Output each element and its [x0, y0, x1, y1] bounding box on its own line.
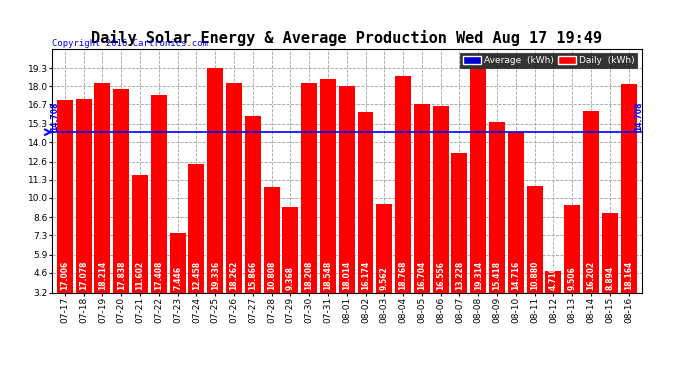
Text: 10.808: 10.808: [267, 261, 276, 290]
Text: 4.710: 4.710: [549, 266, 558, 290]
Bar: [57, 100, 73, 337]
Bar: [301, 84, 317, 337]
Bar: [564, 205, 580, 337]
Text: 15.418: 15.418: [493, 261, 502, 290]
Text: 9.506: 9.506: [568, 267, 577, 290]
Bar: [583, 111, 599, 337]
Bar: [545, 272, 562, 337]
Bar: [376, 204, 393, 337]
Text: 18.262: 18.262: [230, 261, 239, 290]
Bar: [433, 106, 448, 337]
Text: 17.408: 17.408: [155, 261, 164, 290]
Bar: [320, 79, 336, 337]
Bar: [76, 99, 92, 337]
Bar: [282, 207, 298, 337]
Text: 12.458: 12.458: [192, 261, 201, 290]
Text: 9.368: 9.368: [286, 266, 295, 290]
Text: 13.228: 13.228: [455, 261, 464, 290]
Bar: [471, 68, 486, 337]
Bar: [395, 76, 411, 337]
Bar: [226, 83, 242, 337]
Bar: [451, 153, 467, 337]
Text: 17.078: 17.078: [79, 261, 88, 290]
Text: 17.838: 17.838: [117, 261, 126, 290]
Text: 19.314: 19.314: [474, 261, 483, 290]
Text: 17.006: 17.006: [61, 261, 70, 290]
Text: 18.768: 18.768: [399, 261, 408, 290]
Text: Copyright 2016 Cartronics.com: Copyright 2016 Cartronics.com: [52, 39, 208, 48]
Bar: [132, 176, 148, 337]
Text: 19.336: 19.336: [210, 261, 219, 290]
Text: 7.446: 7.446: [173, 266, 182, 290]
Text: 16.202: 16.202: [586, 261, 595, 290]
Bar: [339, 86, 355, 337]
Bar: [489, 122, 505, 337]
Bar: [414, 104, 430, 337]
Bar: [620, 84, 637, 337]
Bar: [602, 213, 618, 337]
Legend: Average  (kWh), Daily  (kWh): Average (kWh), Daily (kWh): [460, 53, 637, 68]
Text: 18.164: 18.164: [624, 261, 633, 290]
Text: 18.014: 18.014: [342, 261, 351, 290]
Text: 16.556: 16.556: [436, 261, 445, 290]
Text: 18.548: 18.548: [324, 261, 333, 290]
Text: 10.880: 10.880: [530, 261, 539, 290]
Text: 16.174: 16.174: [361, 261, 370, 290]
Text: 9.562: 9.562: [380, 267, 388, 290]
Title: Daily Solar Energy & Average Production Wed Aug 17 19:49: Daily Solar Energy & Average Production …: [91, 30, 602, 46]
Text: 8.894: 8.894: [605, 266, 614, 290]
Bar: [526, 186, 542, 337]
Bar: [207, 68, 223, 337]
Bar: [113, 88, 129, 337]
Bar: [245, 116, 261, 337]
Text: 11.602: 11.602: [135, 261, 144, 290]
Bar: [95, 83, 110, 337]
Bar: [151, 94, 167, 337]
Bar: [170, 233, 186, 337]
Text: 18.208: 18.208: [305, 261, 314, 290]
Bar: [508, 132, 524, 337]
Text: 14.716: 14.716: [511, 261, 520, 290]
Text: 15.866: 15.866: [248, 261, 257, 290]
Bar: [264, 186, 279, 337]
Text: 14.708: 14.708: [50, 102, 59, 131]
Bar: [188, 164, 204, 337]
Text: 14.708: 14.708: [634, 102, 643, 131]
Text: 18.214: 18.214: [98, 261, 107, 290]
Text: 16.704: 16.704: [417, 261, 426, 290]
Bar: [357, 112, 373, 337]
